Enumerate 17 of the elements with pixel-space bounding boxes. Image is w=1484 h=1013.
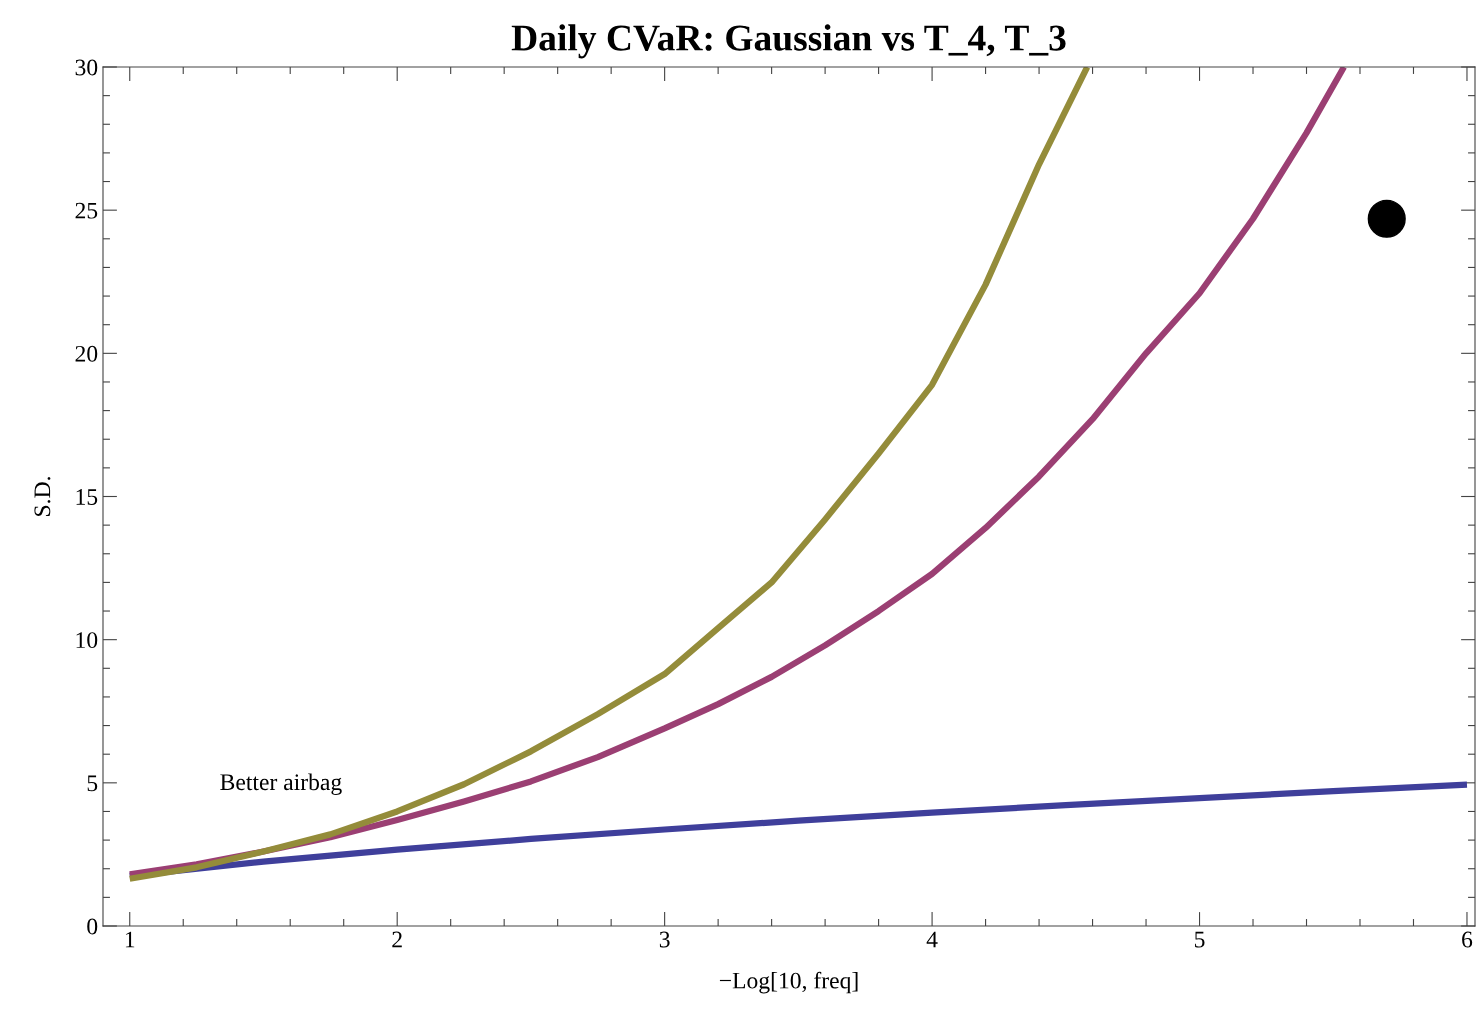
y-axis-title: S.D. [34,477,51,516]
x-tick-label: 2 [392,931,402,948]
x-tick-label: 6 [1462,931,1473,948]
x-tick-label: 4 [926,931,938,948]
y-tick-label: 10 [76,632,98,649]
y-tick-label: 25 [75,202,98,219]
chart-title: Daily CVaR: Gaussian vs T_4, T_3 [511,24,1066,59]
x-tick-label: 1 [125,931,135,948]
annotation: Better airbag [220,773,342,795]
x-tick-label: 3 [659,931,670,948]
y-tick-label: 0 [87,918,98,935]
x-tick-label: 5 [1195,931,1205,948]
y-tick-label: 20 [75,345,98,362]
x-axis-title: −Log[10, freq] [719,971,858,994]
y-tick-label: 5 [87,775,98,792]
y-tick-label: 30 [75,59,98,76]
y-tick-label: 15 [76,489,98,505]
